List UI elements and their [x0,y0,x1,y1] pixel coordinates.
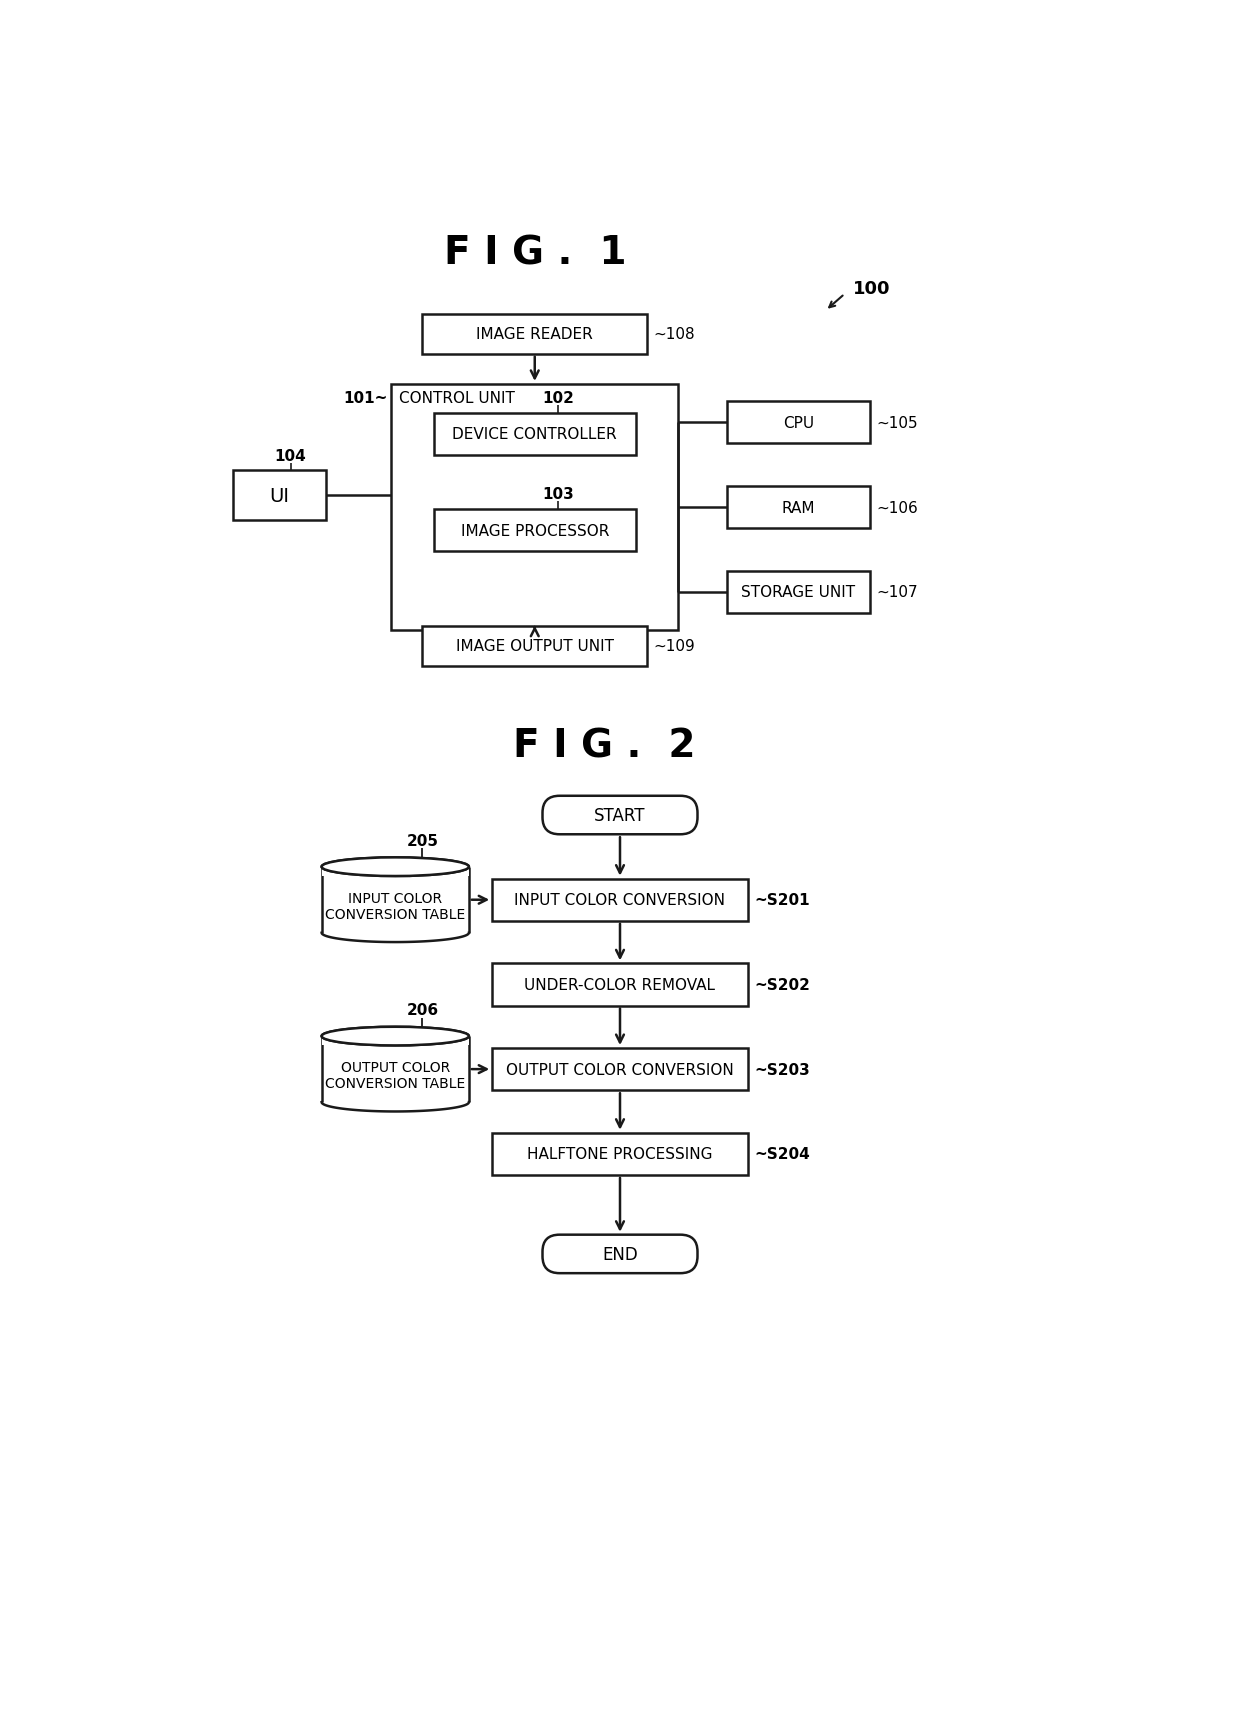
Text: ~108: ~108 [653,327,694,343]
FancyBboxPatch shape [434,413,635,455]
Text: 206: 206 [407,1003,439,1017]
FancyBboxPatch shape [392,384,678,631]
FancyBboxPatch shape [492,879,748,922]
Bar [321,858,469,877]
Text: INPUT COLOR CONVERSION: INPUT COLOR CONVERSION [515,893,725,908]
Text: ~S201: ~S201 [754,893,810,908]
Text: CONTROL UNIT: CONTROL UNIT [399,391,515,407]
Text: END: END [603,1246,637,1263]
Ellipse shape [321,858,469,877]
Text: 101~: 101~ [343,391,387,407]
Text: UNDER-COLOR REMOVAL: UNDER-COLOR REMOVAL [525,977,715,993]
FancyBboxPatch shape [434,510,635,552]
FancyBboxPatch shape [543,796,697,836]
Text: ~105: ~105 [877,415,918,431]
FancyBboxPatch shape [423,626,647,666]
Text: ~109: ~109 [653,638,696,654]
Text: RAM: RAM [781,500,815,516]
Text: 205: 205 [407,834,439,848]
Text: IMAGE PROCESSOR: IMAGE PROCESSOR [460,522,609,538]
FancyBboxPatch shape [492,964,748,1007]
Bar [321,1036,469,1102]
Text: 104: 104 [275,448,306,464]
FancyBboxPatch shape [727,571,870,614]
FancyBboxPatch shape [543,1235,697,1273]
Text: IMAGE READER: IMAGE READER [476,327,593,343]
FancyBboxPatch shape [423,315,647,355]
Text: ~S203: ~S203 [754,1062,810,1078]
Text: OUTPUT COLOR CONVERSION: OUTPUT COLOR CONVERSION [506,1062,734,1078]
Text: ~S202: ~S202 [754,977,810,993]
Bar [321,1028,469,1047]
FancyBboxPatch shape [727,401,870,445]
Text: F I G .  2: F I G . 2 [513,727,696,765]
Text: 102: 102 [542,391,574,405]
Text: OUTPUT COLOR
CONVERSION TABLE: OUTPUT COLOR CONVERSION TABLE [325,1060,465,1090]
FancyBboxPatch shape [492,1048,748,1090]
Text: 100: 100 [853,280,890,298]
Text: CPU: CPU [782,415,813,431]
Text: UI: UI [269,486,289,505]
FancyBboxPatch shape [727,486,870,529]
Text: START: START [594,806,646,825]
FancyBboxPatch shape [233,471,325,521]
Text: IMAGE OUTPUT UNIT: IMAGE OUTPUT UNIT [456,638,614,654]
Text: ~S204: ~S204 [754,1147,810,1161]
Text: HALFTONE PROCESSING: HALFTONE PROCESSING [527,1147,713,1161]
Text: DEVICE CONTROLLER: DEVICE CONTROLLER [453,427,618,443]
FancyBboxPatch shape [492,1133,748,1175]
Ellipse shape [321,858,469,877]
Ellipse shape [321,1028,469,1047]
Text: F I G .  1: F I G . 1 [444,235,626,273]
Text: ~107: ~107 [877,585,918,600]
Text: INPUT COLOR
CONVERSION TABLE: INPUT COLOR CONVERSION TABLE [325,891,465,922]
Text: 103: 103 [542,486,574,502]
Ellipse shape [321,1028,469,1047]
Text: STORAGE UNIT: STORAGE UNIT [742,585,856,600]
Bar [321,867,469,932]
Text: ~106: ~106 [877,500,918,516]
